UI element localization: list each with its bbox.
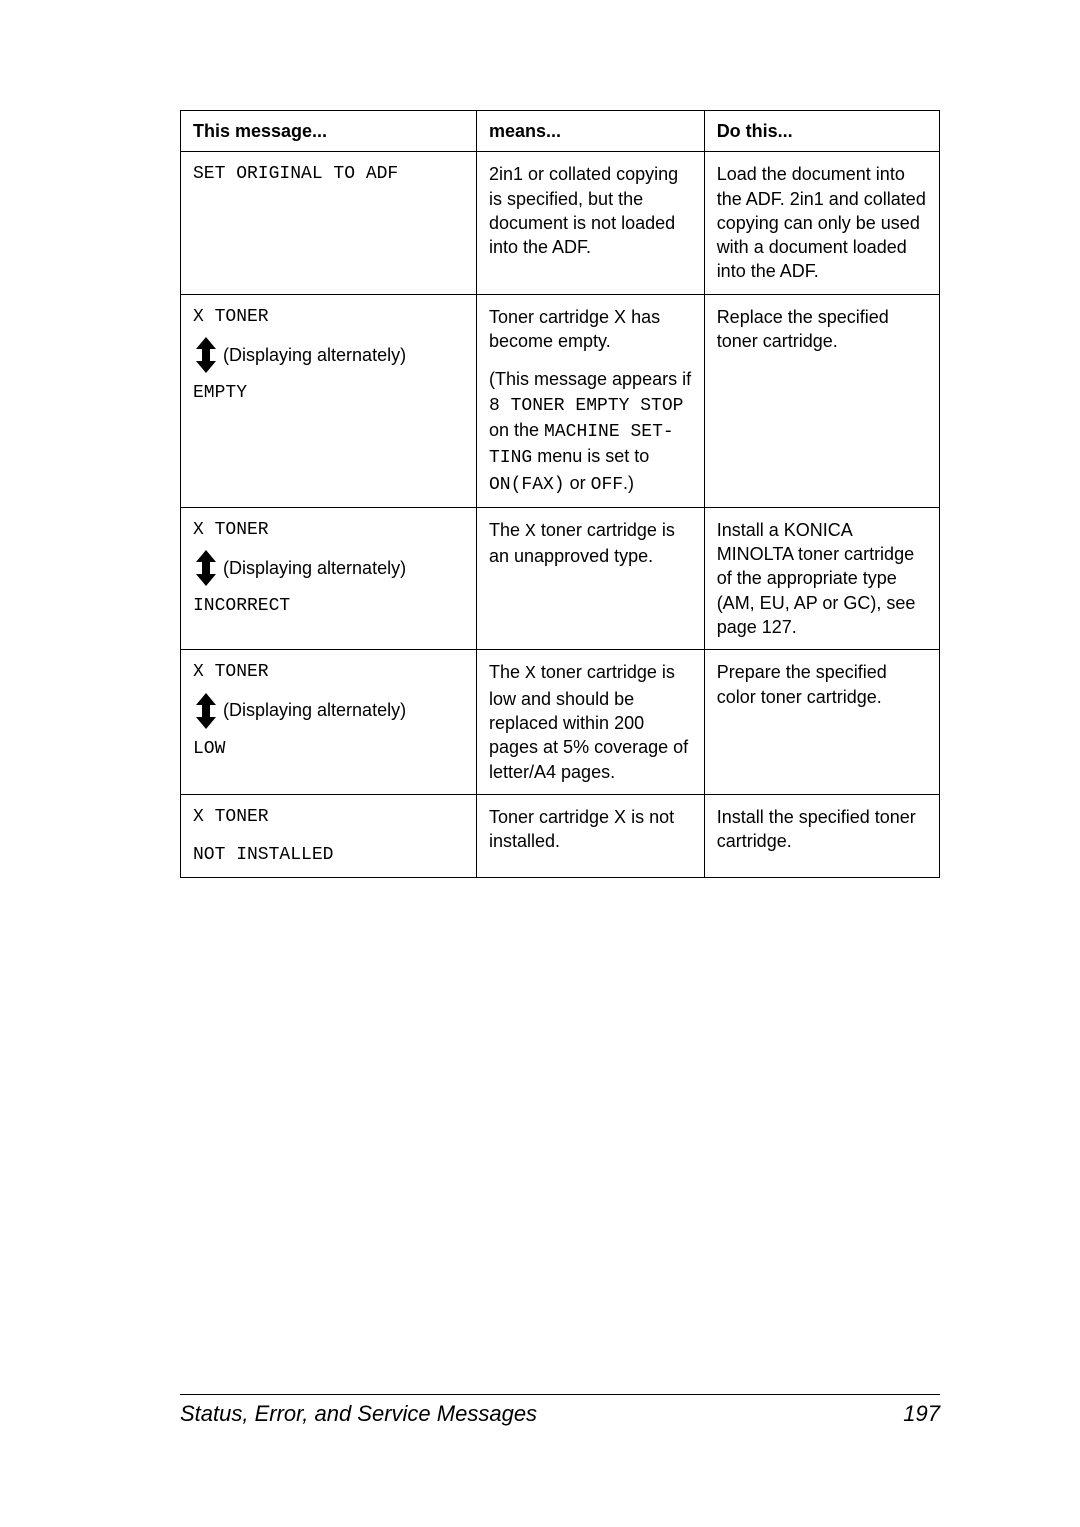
cell-text: Prepare the specified color toner cartri… (717, 662, 887, 706)
msg-line-2: NOT INSTALLED (193, 843, 464, 867)
alternating-indicator: (Displaying alternately) (193, 693, 464, 729)
messages-table: This message... means... Do this... SET … (180, 110, 940, 878)
col-header-message: This message... (181, 111, 477, 152)
cell-means: Toner cartridge X has become empty. (This… (477, 294, 705, 507)
msg-line-1: X TONER (193, 305, 464, 329)
cell-text: Toner cartridge X is not installed. (489, 807, 674, 851)
cell-do-this: Load the document into the ADF. 2in1 and… (704, 152, 939, 294)
footer-page-number: 197 (903, 1401, 940, 1427)
cell-message: X TONER (Displaying alternately) LOW (181, 650, 477, 794)
cell-means: Toner cartridge X is not installed. (477, 794, 705, 878)
updown-arrow-icon (193, 550, 219, 586)
cell-text: 2in1 or collated copying is specified, b… (489, 164, 678, 257)
cell-means: The X toner cartridge is an unapproved t… (477, 507, 705, 649)
alternating-indicator: (Displaying alternately) (193, 337, 464, 373)
cell-text: Replace the specified toner cartridge. (717, 307, 889, 351)
updown-arrow-icon (193, 693, 219, 729)
table-row: X TONER NOT INSTALLED Toner cartridge X is… (181, 794, 940, 878)
msg-line-2: EMPTY (193, 381, 464, 405)
displaying-alternately-label: (Displaying alternately) (223, 343, 406, 367)
alternating-indicator: (Displaying alternately) (193, 550, 464, 586)
col-header-do: Do this... (704, 111, 939, 152)
cell-means: 2in1 or collated copying is specified, b… (477, 152, 705, 294)
cell-text: (This message appears if 8 TONER EMPTY S… (489, 369, 691, 492)
displaying-alternately-label: (Displaying alternately) (223, 698, 406, 722)
cell-text: Toner cartridge X has become empty. (489, 307, 660, 351)
cell-text: Install a KONICA MINOLTA toner cartridge… (717, 520, 916, 637)
cell-text: Install the specified toner cartridge. (717, 807, 916, 851)
table-body: SET ORIGINAL TO ADF 2in1 or collated copy… (181, 152, 940, 878)
msg-line-1: X TONER (193, 805, 464, 829)
msg-line-1: X TONER (193, 518, 464, 542)
cell-message: SET ORIGINAL TO ADF (181, 152, 477, 294)
cell-message: X TONER (Displaying alternately) INCORRECT (181, 507, 477, 649)
msg-line-1: X TONER (193, 660, 464, 684)
msg-line-2: LOW (193, 737, 464, 761)
cell-do-this: Prepare the specified color toner cartri… (704, 650, 939, 794)
table-row: X TONER (Displaying alternately) EMPTY Tone… (181, 294, 940, 507)
cell-text: The X toner cartridge is low and should … (489, 662, 688, 781)
footer-title: Status, Error, and Service Messages (180, 1401, 537, 1427)
cell-means: The X toner cartridge is low and should … (477, 650, 705, 794)
table-row: SET ORIGINAL TO ADF 2in1 or collated copy… (181, 152, 940, 294)
displaying-alternately-label: (Displaying alternately) (223, 556, 406, 580)
msg-line-2: INCORRECT (193, 594, 464, 618)
updown-arrow-icon (193, 337, 219, 373)
cell-text: The X toner cartridge is an unapproved t… (489, 520, 675, 566)
cell-message: X TONER (Displaying alternately) EMPTY (181, 294, 477, 507)
cell-text: Load the document into the ADF. 2in1 and… (717, 164, 926, 281)
cell-do-this: Replace the specified toner cartridge. (704, 294, 939, 507)
table-header-row: This message... means... Do this... (181, 111, 940, 152)
cell-message: X TONER NOT INSTALLED (181, 794, 477, 878)
page-footer: Status, Error, and Service Messages 197 (180, 1394, 940, 1427)
msg-line-1: SET ORIGINAL TO ADF (193, 162, 464, 186)
table-row: X TONER (Displaying alternately) INCORRECT… (181, 507, 940, 649)
table-row: X TONER (Displaying alternately) LOW The X … (181, 650, 940, 794)
col-header-means: means... (477, 111, 705, 152)
cell-do-this: Install the specified toner cartridge. (704, 794, 939, 878)
cell-do-this: Install a KONICA MINOLTA toner cartridge… (704, 507, 939, 649)
